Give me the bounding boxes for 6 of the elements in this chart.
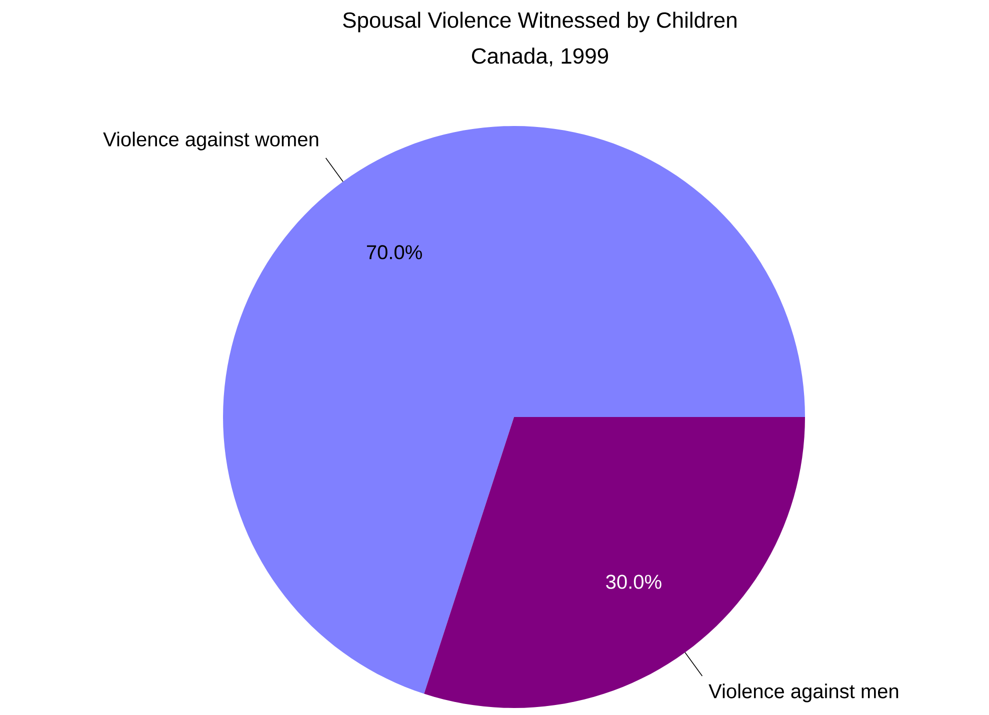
data-label: 30.0% bbox=[606, 574, 662, 589]
data-label: 70.0% bbox=[366, 245, 422, 260]
slice-label: Violence against women bbox=[103, 132, 318, 150]
slice-label: Violence against men bbox=[708, 684, 898, 702]
chart-title: Spousal Violence Witnessed by Children bbox=[343, 12, 736, 32]
chart-subtitle: Canada, 1999 bbox=[472, 48, 608, 66]
